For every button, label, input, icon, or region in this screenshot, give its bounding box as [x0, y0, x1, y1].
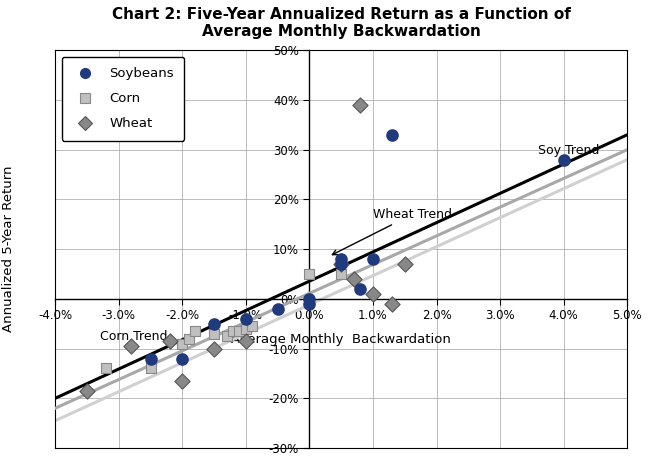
Point	[349, 275, 359, 283]
Point	[304, 270, 315, 278]
Point	[145, 365, 156, 372]
Point	[336, 260, 347, 268]
Point	[304, 300, 315, 307]
Text: Corn Trend: Corn Trend	[100, 330, 167, 343]
Point	[221, 332, 232, 340]
Point	[177, 355, 188, 362]
Point	[177, 377, 188, 385]
Legend: Soybeans, Corn, Wheat: Soybeans, Corn, Wheat	[62, 57, 184, 141]
Point	[336, 270, 347, 278]
Point	[355, 285, 365, 293]
Point	[234, 327, 245, 335]
Point	[273, 305, 283, 313]
Point	[387, 131, 397, 138]
Text: Soy Trend: Soy Trend	[538, 144, 600, 157]
Point	[190, 327, 200, 335]
Point	[336, 256, 347, 263]
Y-axis label: Annualized 5-Year Return: Annualized 5-Year Return	[2, 166, 15, 332]
Point	[355, 101, 365, 109]
Point	[164, 338, 175, 345]
Point	[400, 260, 410, 268]
Point	[387, 300, 397, 307]
Point	[304, 295, 315, 303]
Point	[559, 156, 569, 163]
Point	[184, 335, 194, 342]
Text: Wheat Trend: Wheat Trend	[332, 208, 452, 255]
Point	[336, 260, 347, 268]
Point	[241, 315, 251, 322]
Point	[82, 387, 92, 394]
Title: Chart 2: Five-Year Annualized Return as a Function of
Average Monthly Backwardat: Chart 2: Five-Year Annualized Return as …	[112, 7, 570, 39]
Point	[209, 320, 219, 327]
Point	[228, 327, 238, 335]
Point	[241, 325, 251, 332]
Point	[247, 323, 258, 330]
X-axis label: Average Monthly  Backwardation: Average Monthly Backwardation	[231, 333, 451, 346]
Point	[177, 340, 188, 347]
Point	[368, 290, 378, 298]
Point	[241, 338, 251, 345]
Point	[209, 330, 219, 338]
Point	[209, 345, 219, 352]
Point	[101, 365, 111, 372]
Point	[145, 355, 156, 362]
Point	[368, 256, 378, 263]
Point	[127, 343, 137, 350]
